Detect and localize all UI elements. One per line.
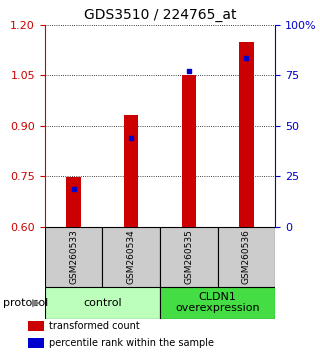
Text: GSM260533: GSM260533 bbox=[69, 229, 78, 284]
Bar bbox=[45, 287, 160, 319]
Point bbox=[244, 55, 249, 61]
Text: GSM260534: GSM260534 bbox=[127, 229, 136, 284]
Text: protocol: protocol bbox=[3, 298, 48, 308]
Bar bbox=[102, 227, 160, 287]
Point bbox=[129, 135, 134, 141]
Text: GSM260536: GSM260536 bbox=[242, 229, 251, 284]
Text: GSM260535: GSM260535 bbox=[184, 229, 193, 284]
Text: control: control bbox=[83, 298, 122, 308]
Bar bbox=[28, 321, 44, 331]
Text: percentile rank within the sample: percentile rank within the sample bbox=[49, 338, 214, 348]
Bar bbox=[45, 227, 102, 287]
Bar bbox=[67, 177, 81, 227]
Point bbox=[186, 68, 191, 74]
Bar bbox=[239, 42, 253, 227]
Bar bbox=[160, 227, 218, 287]
Text: CLDN1
overexpression: CLDN1 overexpression bbox=[175, 292, 260, 314]
Bar bbox=[28, 338, 44, 348]
Text: transformed count: transformed count bbox=[49, 321, 140, 331]
Bar bbox=[160, 287, 275, 319]
Bar bbox=[124, 115, 138, 227]
Text: ▶: ▶ bbox=[32, 298, 41, 308]
Bar bbox=[181, 75, 196, 227]
Point bbox=[71, 187, 76, 192]
Bar bbox=[218, 227, 275, 287]
Title: GDS3510 / 224765_at: GDS3510 / 224765_at bbox=[84, 8, 236, 22]
